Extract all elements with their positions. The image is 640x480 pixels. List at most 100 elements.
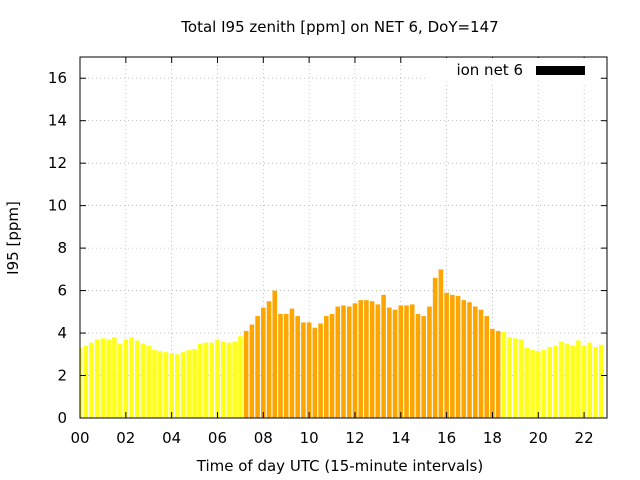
bar	[553, 345, 558, 418]
bar	[484, 316, 489, 418]
bar	[438, 269, 444, 418]
x-tick-label: 20	[529, 429, 548, 447]
bar	[501, 331, 507, 418]
bar	[341, 305, 346, 418]
bar	[238, 336, 243, 418]
y-axis-label: I95 [ppm]	[4, 201, 22, 275]
bar	[163, 352, 169, 418]
bar	[289, 308, 295, 418]
bar	[324, 316, 329, 418]
bar	[261, 307, 266, 418]
bar	[364, 300, 369, 418]
bar	[576, 340, 581, 418]
bar	[518, 339, 524, 418]
bar	[209, 342, 215, 418]
bar	[387, 307, 392, 418]
bar	[243, 330, 249, 418]
bar	[83, 345, 89, 418]
bar	[535, 351, 541, 418]
bar	[283, 313, 289, 418]
bar	[524, 347, 530, 418]
bar	[547, 346, 553, 418]
x-axis-label: Time of day UTC (15-minute intervals)	[196, 457, 483, 475]
y-tick-label: 6	[57, 282, 67, 300]
bar	[593, 346, 598, 418]
bar	[180, 352, 186, 418]
bar	[140, 343, 146, 418]
x-tick-label: 10	[300, 429, 319, 447]
bar	[295, 316, 300, 418]
bar	[157, 351, 163, 418]
bar	[100, 338, 106, 418]
bar	[415, 313, 421, 418]
bar	[409, 304, 415, 418]
bar	[220, 341, 226, 418]
legend-swatch	[536, 66, 585, 75]
bar	[266, 301, 272, 418]
bar	[106, 339, 111, 418]
bar	[392, 309, 398, 418]
bar	[507, 337, 512, 418]
bar	[232, 341, 237, 418]
bar	[564, 343, 570, 418]
bar	[404, 305, 409, 418]
bar	[192, 348, 197, 418]
y-tick-label: 0	[57, 409, 67, 427]
bars	[80, 269, 604, 418]
bar	[129, 337, 134, 418]
y-tick-label: 8	[57, 239, 67, 257]
bar	[541, 350, 547, 418]
bar	[112, 337, 117, 418]
bar	[598, 344, 604, 418]
x-tick-label: 22	[575, 429, 594, 447]
bar	[472, 306, 478, 418]
x-tick-label: 00	[70, 429, 89, 447]
bar	[335, 306, 341, 418]
y-tick-label: 16	[48, 69, 67, 87]
y-tick-label: 12	[48, 154, 67, 172]
bar	[444, 292, 449, 418]
bar	[226, 342, 232, 418]
bar	[570, 345, 575, 418]
bar	[450, 294, 455, 418]
x-tick-label: 04	[162, 429, 181, 447]
bar	[186, 350, 192, 418]
bar	[352, 303, 358, 418]
x-tick-label: 12	[345, 429, 364, 447]
bar	[530, 350, 535, 418]
bar	[455, 295, 461, 418]
bar	[312, 327, 318, 418]
bar	[461, 300, 467, 418]
bar	[198, 343, 203, 418]
bar	[369, 301, 375, 418]
bar	[152, 350, 157, 418]
bar	[249, 324, 255, 418]
chart-title: Total I95 zenith [ppm] on NET 6, DoY=147	[180, 18, 498, 36]
x-tick-label: 14	[391, 429, 410, 447]
bar	[398, 305, 404, 418]
bar	[346, 306, 352, 418]
bar	[495, 330, 501, 418]
bar	[587, 342, 593, 418]
bar	[175, 354, 180, 418]
x-tick-label: 16	[437, 429, 456, 447]
bar	[306, 322, 312, 418]
plot-frame	[79, 56, 608, 419]
bar	[278, 313, 283, 418]
bar	[375, 304, 381, 418]
x-tick-label: 18	[483, 429, 502, 447]
bar	[381, 294, 386, 418]
bar	[581, 345, 587, 418]
bar	[272, 290, 278, 418]
y-tick-label: 10	[48, 197, 67, 215]
bar	[117, 343, 123, 418]
legend-label: ion net 6	[456, 61, 523, 79]
bar	[80, 347, 83, 418]
bar	[318, 323, 323, 418]
x-tick-label: 02	[116, 429, 135, 447]
legend: ion net 6	[428, 58, 600, 82]
x-tick-label: 08	[254, 429, 273, 447]
bar	[203, 342, 209, 418]
